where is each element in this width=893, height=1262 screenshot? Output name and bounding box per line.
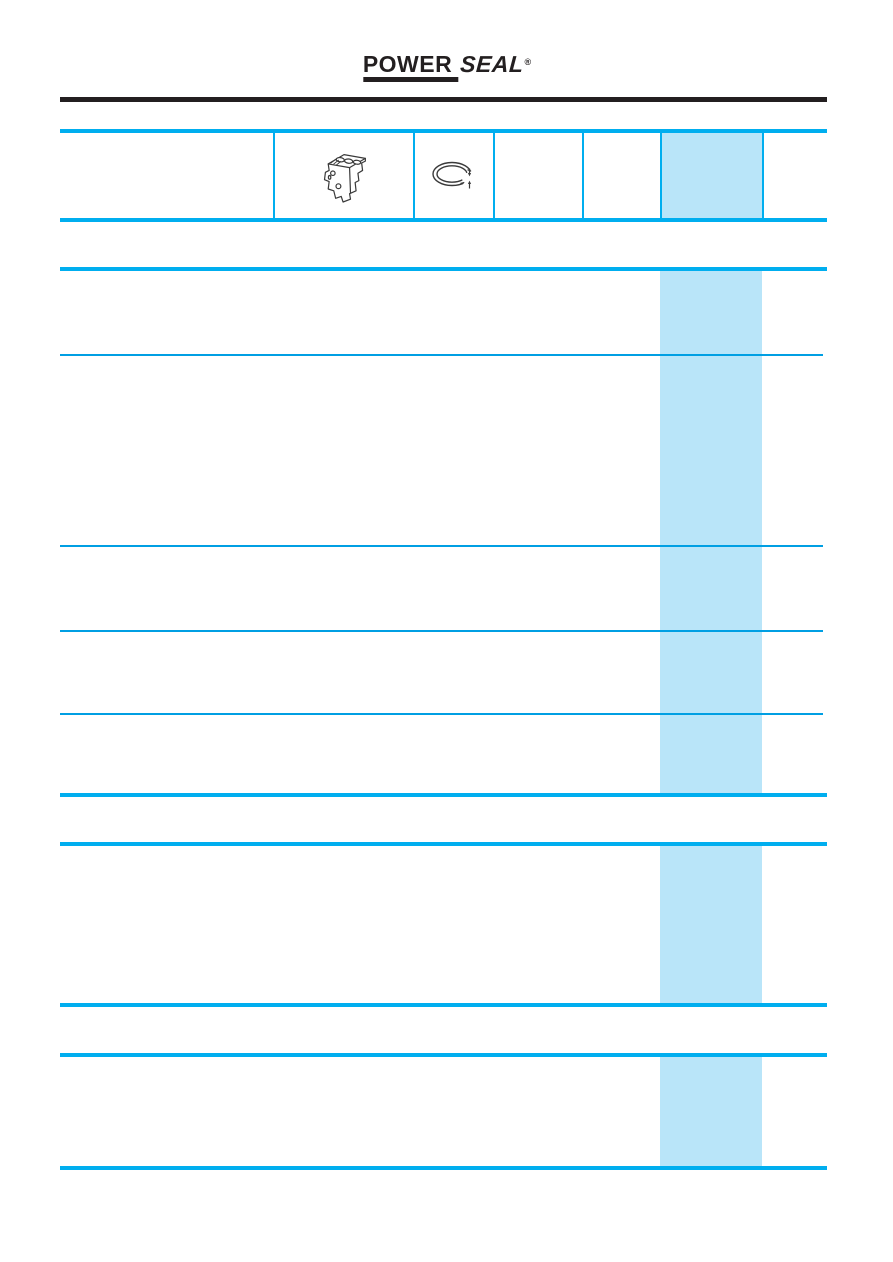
- row-separator: [60, 545, 823, 547]
- header-cell-engine: [273, 133, 413, 218]
- table-section-1: [60, 267, 827, 797]
- brand-word-power-text: POWER: [362, 51, 453, 77]
- header-cell-highlighted: [660, 133, 762, 218]
- brand-word-power: POWER: [362, 51, 459, 82]
- header-cell-5: [582, 133, 660, 218]
- header-rule: [60, 97, 827, 102]
- spec-header-row: [60, 129, 827, 222]
- snap-ring-gap-icon: [432, 161, 480, 188]
- header-cell-description: [60, 133, 273, 218]
- row-separator: [60, 630, 823, 632]
- brand-logo: POWER SEAL®: [362, 51, 532, 82]
- table-section-3: [60, 1053, 827, 1170]
- highlight-column-band: [660, 271, 762, 793]
- brand-word-seal: SEAL: [459, 51, 525, 77]
- registered-trademark: ®: [524, 57, 532, 67]
- brand-underline: [362, 77, 459, 82]
- row-separator: [60, 713, 823, 715]
- header-cell-4: [493, 133, 582, 218]
- header-cell-ring: [413, 133, 493, 218]
- highlight-column-band: [660, 1057, 762, 1166]
- table-section-2: [60, 842, 827, 1007]
- row-separator: [60, 354, 823, 356]
- engine-block-icon: [323, 153, 366, 203]
- header-cell-7: [762, 133, 827, 218]
- highlight-column-band: [660, 846, 762, 1003]
